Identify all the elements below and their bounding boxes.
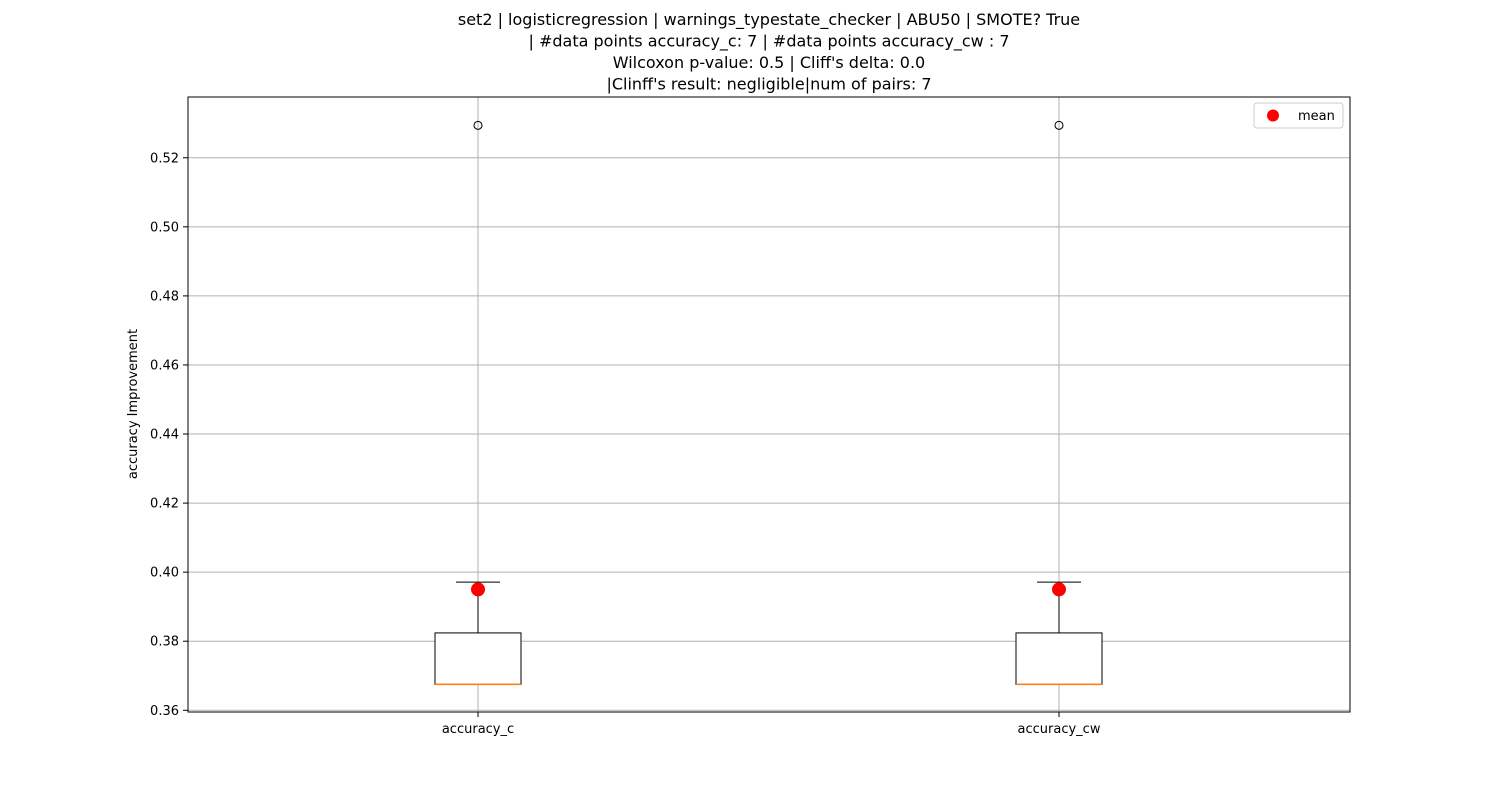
outlier-point xyxy=(1054,120,1064,130)
iqr-box xyxy=(1015,632,1103,685)
y-tick-label: 0.40 xyxy=(150,566,179,581)
plot-area-frame xyxy=(187,96,1351,713)
box-accuracy_cw xyxy=(1015,120,1103,686)
y-tick-label: 0.38 xyxy=(150,635,179,650)
legend-label-mean: mean xyxy=(1298,109,1335,124)
outlier-point xyxy=(473,120,483,130)
y-tick-label: 0.50 xyxy=(150,220,179,235)
chart-title-line: set2 | logisticregression | warnings_typ… xyxy=(458,10,1080,30)
box-series xyxy=(434,120,1103,686)
legend-mean-marker xyxy=(1267,109,1279,122)
chart-title: set2 | logisticregression | warnings_typ… xyxy=(458,10,1080,94)
chart-title-line: |Clinff's result: negligible|num of pair… xyxy=(606,75,931,94)
x-tick-label: accuracy_cw xyxy=(1018,722,1101,737)
legend: mean xyxy=(1253,102,1344,129)
mean-marker xyxy=(1052,582,1066,597)
grid-lines xyxy=(188,97,1350,712)
x-axis-ticks: accuracy_c accuracy_cw xyxy=(442,712,1101,737)
y-tick-label: 0.44 xyxy=(150,428,179,443)
iqr-box xyxy=(434,632,522,685)
legend-box xyxy=(1253,102,1344,129)
y-tick-label: 0.42 xyxy=(150,497,179,512)
y-tick-label: 0.52 xyxy=(150,151,179,166)
y-axis-label: accuracy Improvement xyxy=(126,329,141,479)
chart-title-line: | #data points accuracy_c: 7 | #data poi… xyxy=(528,32,1009,52)
chart-title-line: Wilcoxon p-value: 0.5 | Cliff's delta: 0… xyxy=(613,53,925,72)
y-tick-label: 0.46 xyxy=(150,358,179,373)
y-tick-label: 0.36 xyxy=(150,704,179,719)
y-axis-ticks: 0.36 0.38 0.40 0.42 0.44 0.46 0.48 0.50 0.52 xyxy=(150,151,188,719)
mean-marker xyxy=(471,582,485,597)
y-tick-label: 0.48 xyxy=(150,289,179,304)
x-tick-label: accuracy_c xyxy=(442,722,514,737)
box-accuracy_c xyxy=(434,120,522,686)
